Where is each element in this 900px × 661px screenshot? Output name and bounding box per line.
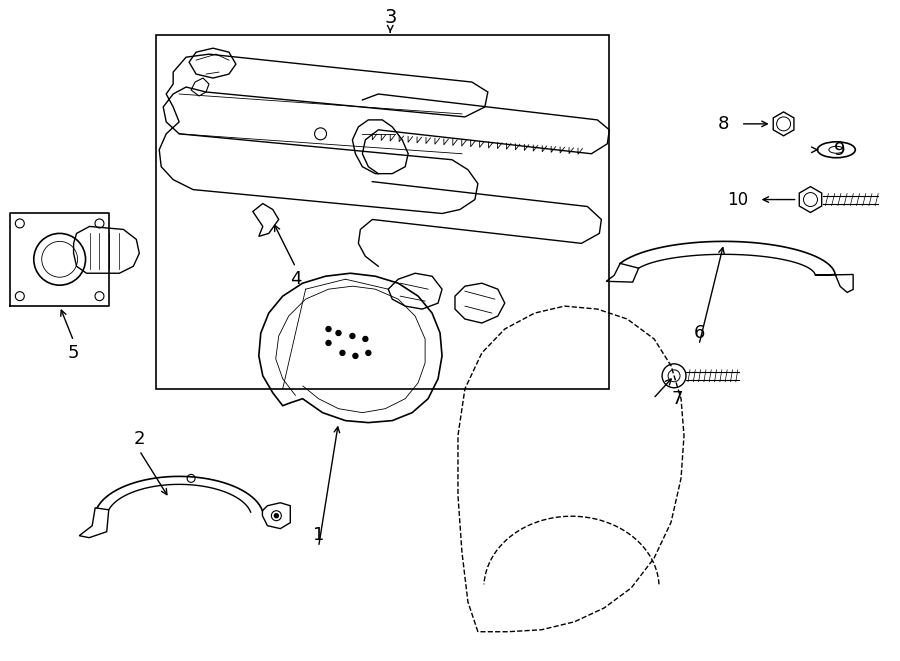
Text: 5: 5 xyxy=(68,344,79,362)
Circle shape xyxy=(274,514,278,518)
Circle shape xyxy=(363,336,368,342)
Circle shape xyxy=(326,327,331,332)
Circle shape xyxy=(340,350,345,356)
Text: 9: 9 xyxy=(833,141,845,159)
Text: 10: 10 xyxy=(727,190,749,209)
Text: 1: 1 xyxy=(313,526,324,544)
Circle shape xyxy=(350,334,355,338)
Circle shape xyxy=(366,350,371,356)
Circle shape xyxy=(326,340,331,346)
Text: 2: 2 xyxy=(133,430,145,447)
Circle shape xyxy=(336,330,341,336)
Bar xyxy=(157,35,609,389)
Text: 6: 6 xyxy=(693,324,705,342)
Circle shape xyxy=(353,354,358,358)
Text: 8: 8 xyxy=(717,115,729,133)
Text: 4: 4 xyxy=(290,270,302,288)
Text: 7: 7 xyxy=(671,390,682,408)
Text: 3: 3 xyxy=(384,8,396,27)
